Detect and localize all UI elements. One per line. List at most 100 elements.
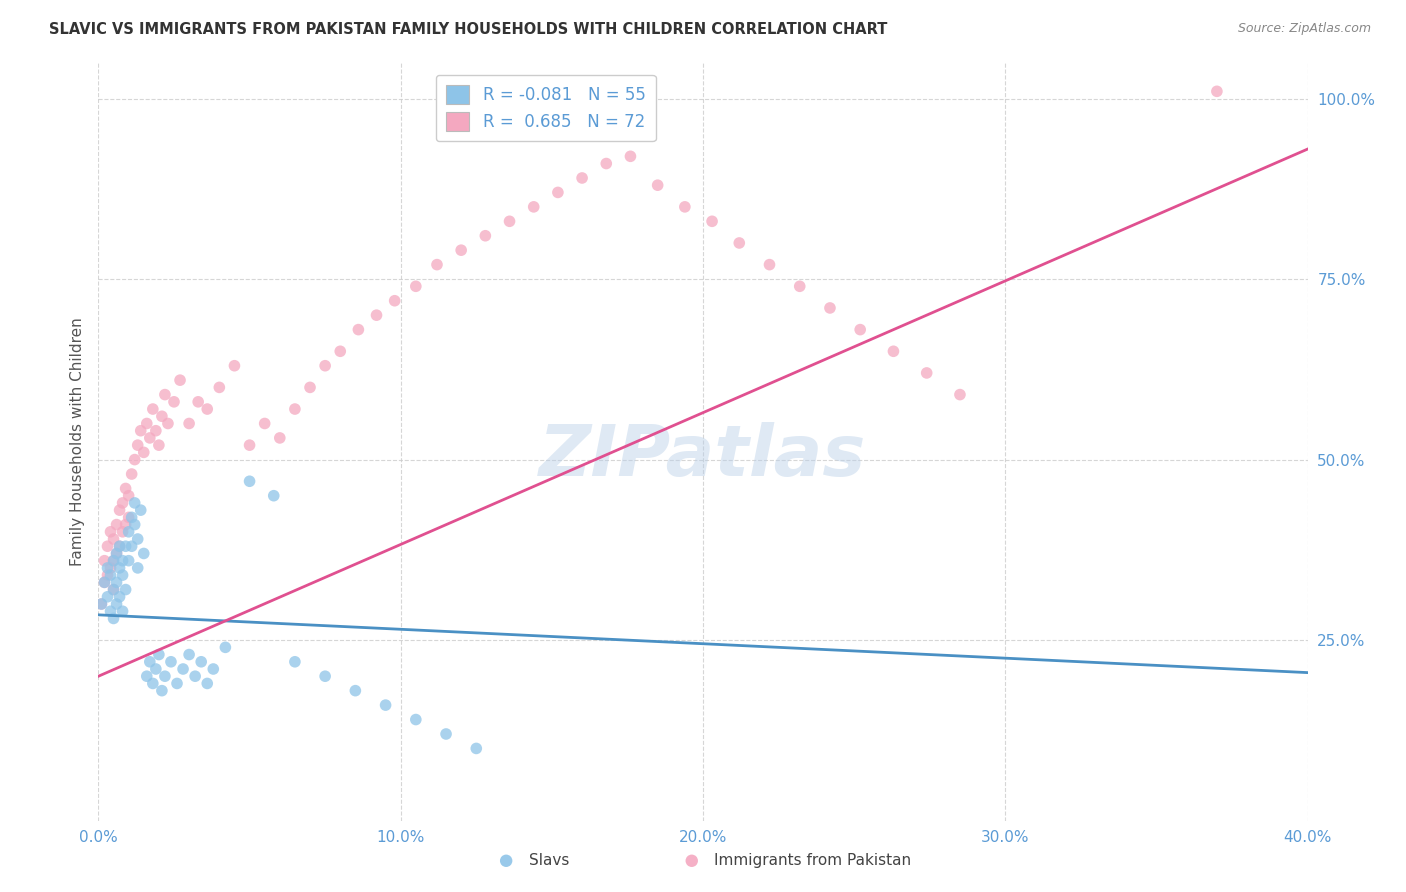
Point	[434, 727, 457, 741]
Point	[314, 669, 336, 683]
Point	[96, 561, 118, 575]
Text: Slavs: Slavs	[529, 854, 569, 868]
Point	[96, 590, 118, 604]
Point	[105, 597, 128, 611]
Point	[108, 590, 131, 604]
Legend: R = -0.081   N = 55, R =  0.685   N = 72: R = -0.081 N = 55, R = 0.685 N = 72	[436, 75, 655, 142]
Point	[96, 568, 118, 582]
Point	[163, 394, 186, 409]
Point	[108, 539, 131, 553]
Point	[100, 568, 122, 582]
Point	[465, 741, 488, 756]
Point	[269, 431, 291, 445]
Point	[105, 575, 128, 590]
Point	[202, 662, 225, 676]
Point	[263, 489, 285, 503]
Point	[105, 546, 128, 560]
Point	[111, 568, 134, 582]
Point	[121, 510, 143, 524]
Point	[132, 546, 155, 560]
Point	[90, 597, 112, 611]
Point	[153, 669, 176, 683]
Point	[103, 554, 125, 568]
Point	[127, 532, 149, 546]
Point	[132, 445, 155, 459]
Point	[100, 524, 122, 539]
Point	[426, 258, 449, 272]
Point	[1206, 84, 1229, 98]
Point	[114, 582, 136, 597]
Point	[111, 496, 134, 510]
Point	[150, 409, 173, 424]
Point	[949, 387, 972, 401]
Point	[195, 402, 218, 417]
Point	[700, 214, 723, 228]
Point	[156, 417, 179, 431]
Point	[314, 359, 336, 373]
Point	[93, 554, 115, 568]
Point	[105, 517, 128, 532]
Text: ZIPatlas: ZIPatlas	[540, 422, 866, 491]
Point	[195, 676, 218, 690]
Point	[882, 344, 904, 359]
Point	[127, 438, 149, 452]
Point	[347, 323, 370, 337]
Point	[498, 214, 520, 228]
Point	[150, 683, 173, 698]
Point	[121, 467, 143, 481]
Point	[160, 655, 183, 669]
Point	[166, 676, 188, 690]
Y-axis label: Family Households with Children: Family Households with Children	[69, 318, 84, 566]
Point	[184, 669, 207, 683]
Point	[93, 575, 115, 590]
Point	[547, 186, 569, 200]
Point	[135, 669, 157, 683]
Point	[108, 503, 131, 517]
Point	[384, 293, 406, 308]
Point	[111, 524, 134, 539]
Point	[114, 482, 136, 496]
Point	[111, 604, 134, 618]
Point	[187, 394, 209, 409]
Point	[96, 539, 118, 553]
Point	[153, 387, 176, 401]
Point	[118, 524, 141, 539]
Point	[90, 597, 112, 611]
Point	[619, 149, 641, 163]
Point	[728, 235, 751, 250]
Point	[915, 366, 938, 380]
Point	[121, 539, 143, 553]
Point	[284, 402, 307, 417]
Point	[818, 301, 841, 315]
Point	[190, 655, 212, 669]
Point	[135, 417, 157, 431]
Point	[172, 662, 194, 676]
Point	[405, 713, 427, 727]
Point	[595, 156, 617, 170]
Point	[758, 258, 780, 272]
Point	[145, 662, 167, 676]
Point	[344, 683, 367, 698]
Point	[366, 308, 388, 322]
Point	[142, 676, 165, 690]
Point	[103, 532, 125, 546]
Text: Immigrants from Pakistan: Immigrants from Pakistan	[714, 854, 911, 868]
Point	[100, 561, 122, 575]
Point	[849, 323, 872, 337]
Point	[114, 539, 136, 553]
Point	[571, 171, 593, 186]
Point	[329, 344, 352, 359]
Point	[148, 648, 170, 662]
Point	[523, 200, 546, 214]
Point	[169, 373, 191, 387]
Point	[118, 489, 141, 503]
Point	[114, 517, 136, 532]
Point	[93, 575, 115, 590]
Point	[148, 438, 170, 452]
Point	[142, 402, 165, 417]
Point	[103, 611, 125, 625]
Point	[108, 539, 131, 553]
Point	[111, 554, 134, 568]
Point	[105, 546, 128, 560]
Point	[253, 417, 276, 431]
